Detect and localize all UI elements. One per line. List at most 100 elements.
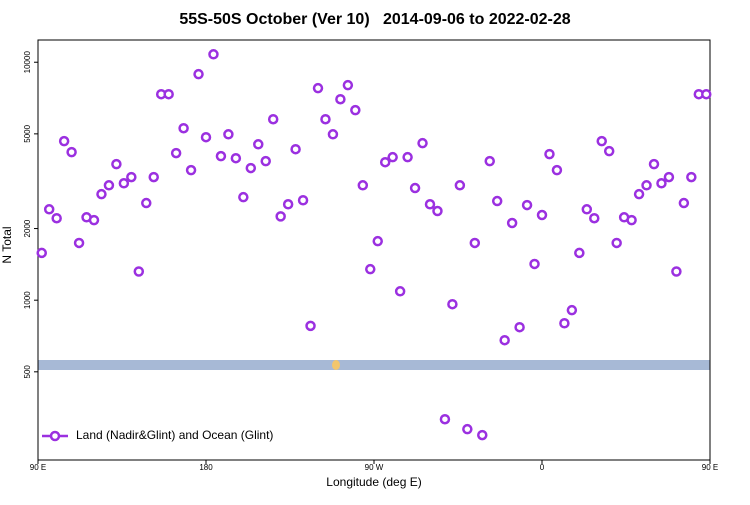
data-point [372, 235, 383, 247]
data-point [297, 195, 309, 206]
data-point [701, 88, 712, 100]
data-point [170, 147, 182, 159]
data-point [36, 247, 47, 259]
data-point [477, 429, 488, 441]
data-point [581, 204, 593, 215]
data-point [133, 266, 145, 277]
surface-patch [332, 360, 340, 370]
surface-band [38, 360, 710, 370]
data-point [499, 334, 510, 346]
data-point [432, 205, 443, 217]
data-point [350, 104, 361, 116]
x-tick-label: 90 E [30, 463, 46, 472]
x-axis-label: Longitude (deg E) [326, 475, 421, 489]
legend-label: Land (Nadir&Glint) and Ocean (Glint) [76, 428, 273, 442]
data-point [163, 88, 174, 100]
data-point [342, 79, 354, 91]
data-point [290, 143, 301, 155]
data-point [267, 113, 279, 125]
data-point [178, 122, 189, 134]
plot-frame [37, 39, 711, 461]
data-point [491, 195, 503, 207]
data-point [73, 237, 85, 249]
data-point [51, 212, 62, 224]
data-point [671, 266, 682, 277]
data-point [544, 148, 555, 160]
data-point [88, 214, 100, 226]
data-point [559, 317, 570, 329]
data-point [574, 247, 585, 259]
data-point [208, 49, 219, 60]
data-point [462, 423, 473, 435]
data-point [611, 237, 622, 249]
data-point [253, 139, 264, 150]
x-tick-label: 180 [199, 463, 213, 472]
data-point [118, 178, 130, 189]
data-point [596, 135, 607, 147]
data-point [589, 212, 600, 224]
chart-title: 55S-50S October (Ver 10) 2014-09-06 to 2… [179, 11, 570, 28]
data-point [656, 178, 667, 189]
y-tick-label: 2000 [23, 219, 32, 237]
data-point [626, 214, 637, 226]
data-point [103, 180, 115, 191]
y-axis-label: N Total [0, 226, 14, 263]
legend-marker [49, 430, 61, 442]
data-point [223, 129, 234, 140]
data-point [230, 152, 242, 164]
data-point [193, 68, 204, 80]
x-tick-label: 90 W [365, 463, 384, 472]
data-point [312, 82, 324, 94]
data-point [282, 199, 294, 210]
data-point [454, 180, 466, 191]
data-point [275, 211, 286, 222]
x-tick-label: 90 E [702, 463, 718, 472]
data-point [335, 93, 346, 105]
data-point [633, 188, 645, 200]
data-point [126, 171, 137, 183]
data-point [320, 113, 331, 125]
data-point [402, 151, 413, 163]
data-point [417, 137, 428, 149]
data-point [469, 237, 481, 249]
y-tick-label: 500 [23, 365, 32, 379]
data-point [96, 188, 107, 200]
data-point [678, 197, 690, 209]
y-tick-label: 5000 [23, 124, 32, 142]
data-point [357, 180, 369, 191]
data-point [111, 158, 122, 170]
data-point [447, 298, 458, 310]
data-point [439, 413, 451, 425]
data-point [215, 150, 227, 162]
data-point [686, 171, 697, 183]
data-point [58, 135, 70, 147]
data-point [506, 217, 518, 229]
data-point [663, 171, 675, 183]
data-point [566, 304, 578, 316]
data-point [394, 286, 406, 297]
data-point [551, 164, 563, 176]
data-point [245, 162, 257, 174]
data-point [43, 204, 55, 215]
data-point [260, 155, 271, 167]
data-point [529, 258, 540, 270]
data-point [66, 146, 77, 158]
data-point [514, 321, 525, 333]
data-point [200, 131, 212, 143]
data-point [409, 182, 421, 194]
data-point [379, 156, 391, 168]
data-point [141, 197, 152, 209]
data-point [484, 155, 495, 167]
data-point [305, 320, 316, 332]
y-tick-label: 10000 [23, 51, 32, 74]
data-point [536, 209, 548, 221]
data-point [641, 180, 652, 191]
data-point [327, 129, 339, 140]
data-point [521, 199, 533, 211]
y-tick-label: 1000 [23, 291, 32, 309]
data-point [238, 191, 249, 203]
data-point [365, 263, 376, 275]
data-point [148, 171, 159, 183]
data-point [185, 164, 197, 176]
